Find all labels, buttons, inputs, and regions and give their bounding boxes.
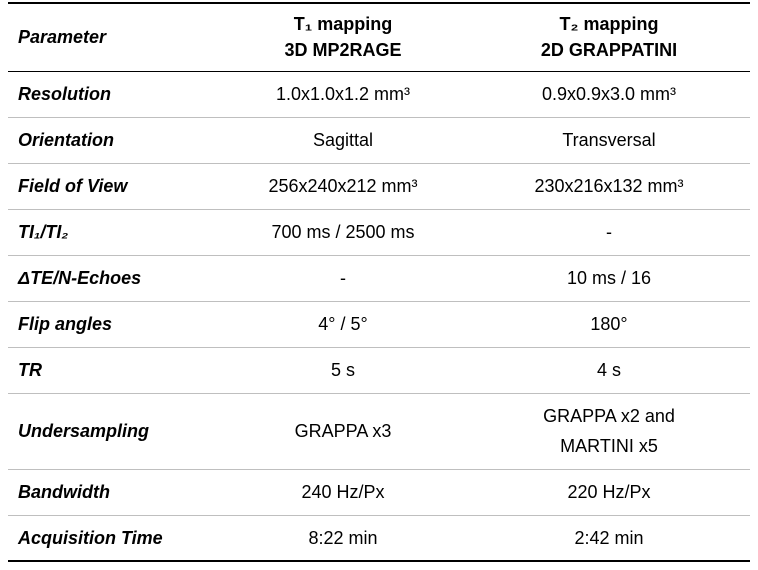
table-row: Field of View 256x240x212 mm³ 230x216x132 … bbox=[8, 163, 750, 209]
table-header: Parameter T₁ mapping 3D MP2RAGE T₂ mapping 2… bbox=[8, 3, 750, 71]
parameter-cell: Flip angles bbox=[18, 314, 113, 334]
value-cell: 5 s bbox=[330, 360, 355, 380]
value-cell: 220 Hz/Px bbox=[567, 482, 651, 502]
column-header: T₂ mapping 2D GRAPPATINI bbox=[468, 3, 750, 71]
table-row: ΔTE/N-Echoes - 10 ms / 16 bbox=[8, 255, 750, 301]
table-row: Bandwidth 240 Hz/Px 220 Hz/Px bbox=[8, 469, 750, 515]
parameter-cell: Resolution bbox=[18, 84, 111, 104]
table-row: Flip angles 4° / 5° 180° bbox=[8, 301, 750, 347]
value-cell: 230x216x132 mm³ bbox=[534, 176, 684, 196]
column-header: T₁ mapping 3D MP2RAGE bbox=[218, 3, 468, 71]
cell-line: T₁ mapping bbox=[293, 14, 393, 35]
value-cell: Sagittal bbox=[312, 130, 374, 150]
value-cell: 8:22 min bbox=[308, 527, 378, 548]
value-cell: 240 Hz/Px bbox=[301, 482, 385, 502]
value-cell: Transversal bbox=[562, 130, 656, 150]
table-row: TI₁/TI₂ 700 ms / 2500 ms - bbox=[8, 209, 750, 255]
value-cell: 4 s bbox=[596, 360, 621, 380]
table-row: TR 5 s 4 s bbox=[8, 347, 750, 393]
value-cell: 10 ms / 16 bbox=[566, 268, 652, 288]
cell-line: T₂ mapping bbox=[559, 14, 659, 35]
table-row: Orientation Sagittal Transversal bbox=[8, 117, 750, 163]
value-cell: GRAPPA x2 and MARTINI x5 bbox=[468, 393, 750, 469]
parameter-cell: Undersampling bbox=[18, 421, 150, 441]
table-row: Resolution 1.0x1.0x1.2 mm³ 0.9x0.9x3.0 mm³ bbox=[8, 71, 750, 117]
parameter-table: Parameter T₁ mapping 3D MP2RAGE T₂ mapping 2… bbox=[8, 2, 750, 562]
cell-line: 2D GRAPPATINI bbox=[540, 40, 678, 61]
value-cell: - bbox=[606, 222, 612, 242]
value-cell: GRAPPA x3 bbox=[294, 421, 392, 441]
cell-line: GRAPPA x2 and bbox=[543, 406, 675, 426]
value-cell: 2:42 min bbox=[574, 527, 644, 548]
parameter-cell: TI₁/TI₂ bbox=[18, 222, 69, 242]
parameter-cell: ΔTE/N-Echoes bbox=[18, 268, 142, 288]
parameter-cell: Bandwidth bbox=[18, 482, 110, 502]
parameter-cell: Orientation bbox=[18, 130, 115, 150]
parameter-cell: Field of View bbox=[18, 176, 128, 196]
parameter-cell: TR bbox=[18, 360, 42, 380]
value-cell: 1.0x1.0x1.2 mm³ bbox=[275, 84, 411, 104]
table-row: Undersampling GRAPPA x3 GRAPPA x2 and MARTI… bbox=[8, 393, 750, 469]
value-cell: 180° bbox=[590, 314, 628, 334]
header-row: Parameter T₁ mapping 3D MP2RAGE T₂ mapping 2… bbox=[8, 3, 750, 71]
parameter-header: Parameter bbox=[18, 27, 107, 48]
cell-line: MARTINI x5 bbox=[560, 436, 658, 456]
value-cell: 700 ms / 2500 ms bbox=[271, 222, 415, 242]
value-cell: 256x240x212 mm³ bbox=[268, 176, 418, 196]
value-cell: 0.9x0.9x3.0 mm³ bbox=[541, 84, 677, 104]
parameter-cell: Acquisition Time bbox=[18, 527, 163, 548]
value-cell: - bbox=[340, 268, 346, 288]
table-row: Acquisition Time 8:22 min 2:42 min bbox=[8, 515, 750, 561]
value-cell: 4° / 5° bbox=[318, 314, 368, 334]
table-body: Resolution 1.0x1.0x1.2 mm³ 0.9x0.9x3.0 mm³… bbox=[8, 71, 750, 561]
cell-line: 3D MP2RAGE bbox=[284, 40, 402, 61]
